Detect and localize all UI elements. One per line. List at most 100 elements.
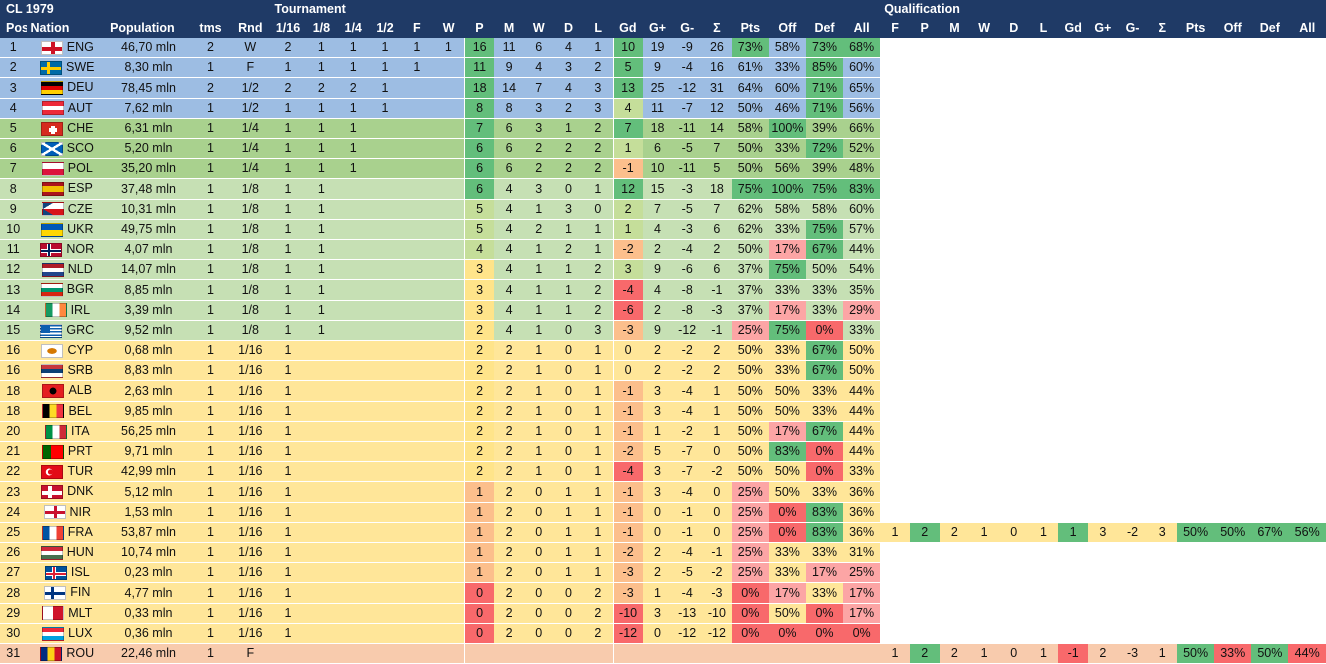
q-points-cell: 2 xyxy=(909,522,940,544)
losses-cell: 3 xyxy=(583,98,613,119)
round-1-16-cell: 1 xyxy=(270,340,306,362)
q-matches-cell xyxy=(939,239,970,261)
q-all-pct-cell xyxy=(1288,57,1326,79)
q-wins-cell xyxy=(969,98,999,119)
mlt-flag-icon xyxy=(42,606,65,621)
q-final-cell xyxy=(880,98,910,119)
fin-flag-icon xyxy=(44,586,67,601)
q-def-pct-cell xyxy=(1251,502,1289,523)
q-sum-cell xyxy=(1147,421,1178,443)
population-cell: 14,07 mln xyxy=(106,259,191,281)
goals-against-cell: -11 xyxy=(672,118,703,140)
column-header: 1/4 xyxy=(337,19,370,38)
q-losses-cell xyxy=(1028,623,1059,645)
position-cell: 30 xyxy=(0,623,27,645)
table-row: 7 POL 35,20 mln 1 1/4 1 1 1 6 6 2 2 2 -1 10 -11 5 50% 56% 3… xyxy=(0,158,1326,180)
q-sum-cell xyxy=(1147,502,1178,523)
teams-cell: 1 xyxy=(190,340,231,362)
all-pct-cell: 57% xyxy=(843,219,881,241)
goals-for-cell xyxy=(642,643,673,664)
goal-diff-cell: 5 xyxy=(612,57,643,79)
draws-cell: 0 xyxy=(553,380,584,402)
q-all-pct-cell xyxy=(1288,219,1326,241)
wins-cell: 1 xyxy=(523,320,554,342)
losses-cell xyxy=(583,643,613,664)
sum-cell: 18 xyxy=(702,178,732,200)
nor-flag-icon xyxy=(40,242,63,257)
pts-pct-cell: 50% xyxy=(731,138,769,160)
goals-for-cell: 18 xyxy=(642,118,673,140)
q-pts-pct-cell xyxy=(1177,259,1215,281)
q-all-pct-cell xyxy=(1288,380,1326,402)
losses-cell: 2 xyxy=(583,158,613,180)
round-1-2-cell xyxy=(369,562,401,584)
goals-against-cell: -5 xyxy=(672,199,703,220)
round-1-2-cell xyxy=(369,360,401,382)
nation-cell: BGR xyxy=(26,279,107,301)
column-header: Σ xyxy=(1147,19,1178,38)
column-header: Σ xyxy=(702,19,732,38)
q-off-pct-cell xyxy=(1214,239,1252,261)
round-final-cell xyxy=(400,542,433,564)
position-cell: 12 xyxy=(0,259,27,281)
q-wins-cell xyxy=(969,118,999,140)
round-final-cell xyxy=(400,340,433,362)
q-final-cell xyxy=(880,38,910,59)
nation-cell: ISL xyxy=(26,562,107,584)
q-off-pct-cell xyxy=(1214,401,1252,422)
column-header: Pts xyxy=(1177,19,1215,38)
off-pct-cell: 17% xyxy=(768,239,806,261)
matches-cell: 6 xyxy=(494,138,524,160)
q-wins-cell xyxy=(969,320,999,342)
q-points-cell xyxy=(909,401,940,422)
q-sum-cell xyxy=(1147,542,1178,564)
q-sum-cell xyxy=(1147,77,1178,99)
q-pts-pct-cell xyxy=(1177,77,1215,99)
q-def-pct-cell xyxy=(1251,239,1289,261)
goals-against-cell: -3 xyxy=(672,178,703,200)
q-final-cell xyxy=(880,603,910,624)
q-goals-for-cell xyxy=(1088,623,1118,645)
matches-cell: 11 xyxy=(494,38,524,59)
q-def-pct-cell xyxy=(1251,98,1289,119)
round-1-4-cell: 2 xyxy=(337,77,370,99)
off-pct-cell: 60% xyxy=(768,77,806,99)
nation-cell: SRB xyxy=(26,360,107,382)
round-winner-cell xyxy=(432,279,465,301)
nation-cell: DNK xyxy=(26,481,107,503)
round-1-8-cell xyxy=(305,380,338,402)
round-final-cell xyxy=(400,582,433,604)
nation-code: DNK xyxy=(67,484,94,499)
round-winner-cell xyxy=(432,542,465,564)
goals-against-cell: -5 xyxy=(672,138,703,160)
wins-cell: 0 xyxy=(523,502,554,523)
q-matches-cell xyxy=(939,300,970,321)
matches-cell: 4 xyxy=(494,199,524,220)
q-pts-pct-cell: 50% xyxy=(1177,522,1215,544)
def-pct-cell: 17% xyxy=(805,562,844,584)
q-all-pct-cell xyxy=(1288,300,1326,321)
q-draws-cell xyxy=(998,300,1029,321)
round-final-cell xyxy=(400,77,433,99)
wins-cell: 6 xyxy=(523,38,554,59)
q-draws-cell xyxy=(998,259,1029,281)
column-header: W xyxy=(969,19,999,38)
pts-pct-cell: 50% xyxy=(731,98,769,119)
points-cell xyxy=(464,643,495,664)
round-1-4-cell xyxy=(337,360,370,382)
losses-cell: 1 xyxy=(583,502,613,523)
round-1-16-cell: 1 xyxy=(270,259,306,281)
q-goals-against-cell xyxy=(1117,178,1148,200)
q-pts-pct-cell xyxy=(1177,582,1215,604)
nation-cell: SWE xyxy=(26,57,107,79)
off-pct-cell: 33% xyxy=(768,542,806,564)
round-final-cell xyxy=(400,623,433,645)
all-pct-cell: 44% xyxy=(843,421,881,443)
round-cell: 1/16 xyxy=(230,542,271,564)
matches-cell: 2 xyxy=(494,380,524,402)
q-losses-cell xyxy=(1028,138,1059,160)
matches-cell: 2 xyxy=(494,522,524,544)
nation-code: ESP xyxy=(67,181,93,196)
q-def-pct-cell xyxy=(1251,542,1289,564)
q-draws-cell: 0 xyxy=(998,643,1029,664)
